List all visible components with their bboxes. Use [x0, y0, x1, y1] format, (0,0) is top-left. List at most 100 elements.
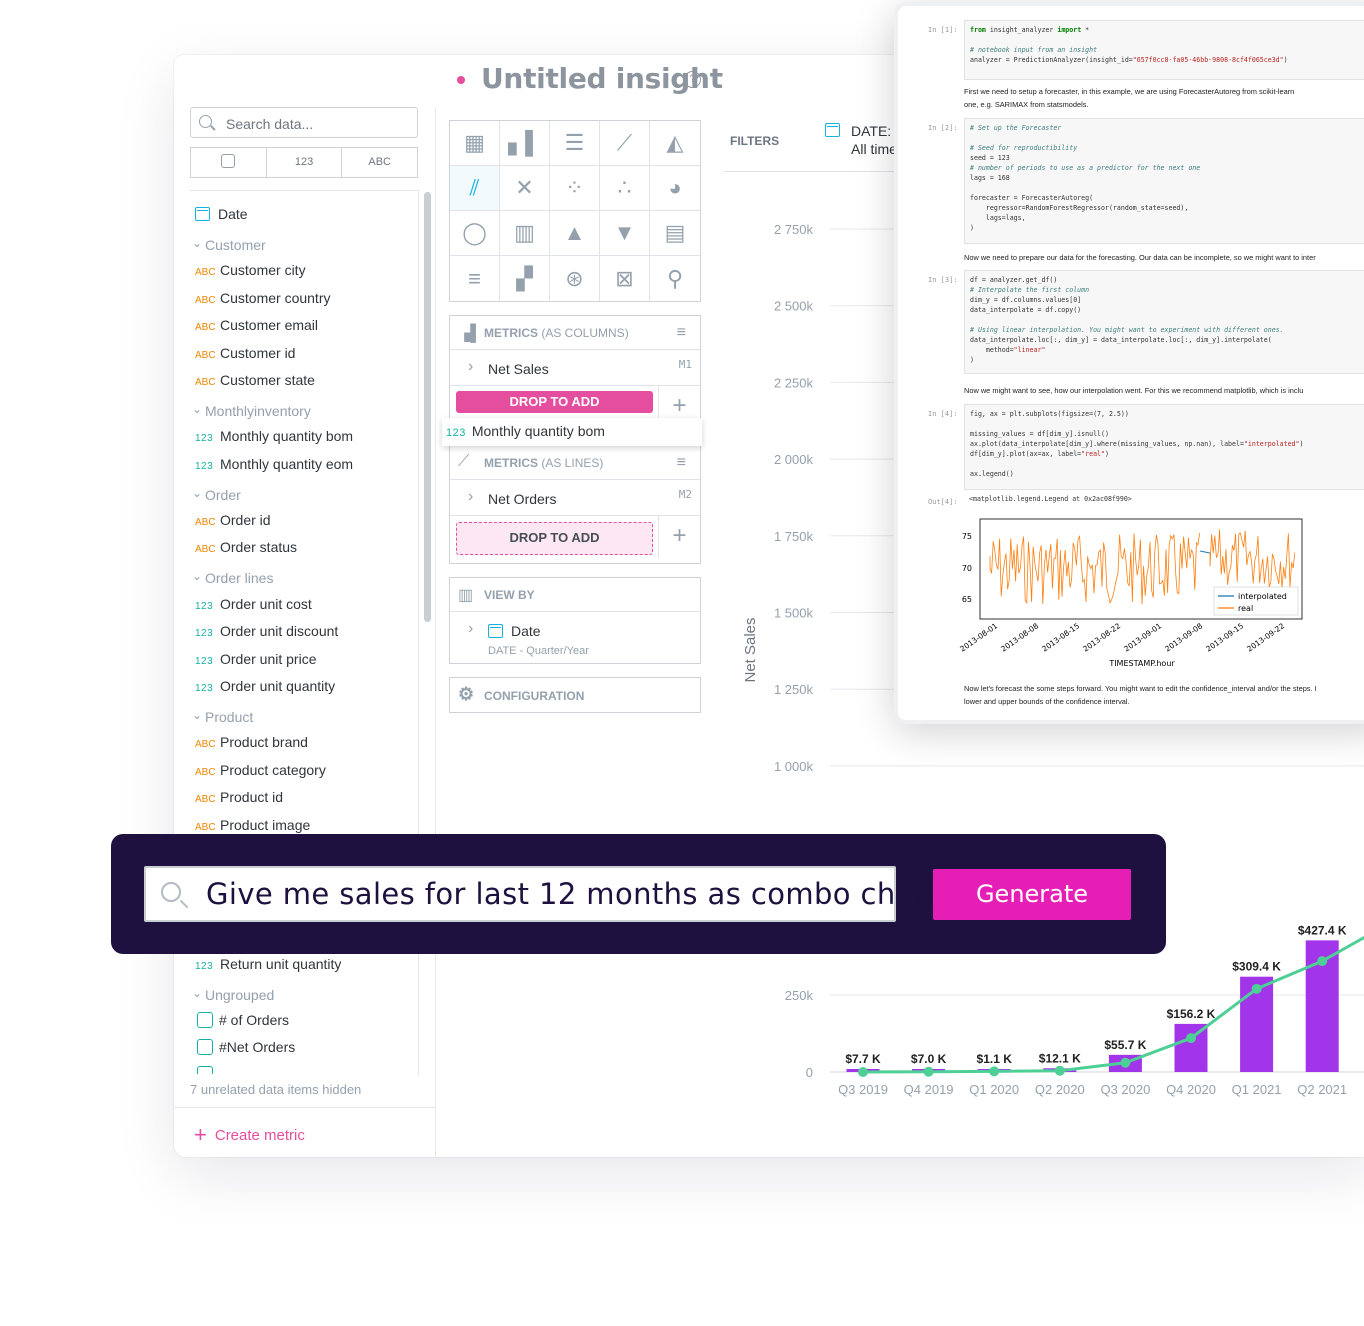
catalog-item[interactable]: ABC Order status	[195, 539, 298, 555]
column-chart-icon[interactable]: ▖▌	[500, 121, 550, 166]
funnel-chart-icon[interactable]: ▼	[600, 211, 650, 256]
catalog-group[interactable]: Customer	[192, 237, 266, 253]
catalog-item[interactable]: 123 Return unit quantity	[195, 956, 342, 972]
catalog-item[interactable]: ABC Product category	[195, 762, 326, 778]
catalog-item[interactable]: 123 Order unit quantity	[195, 678, 336, 694]
line-point	[1186, 1033, 1196, 1044]
type-filter-all[interactable]	[191, 148, 267, 177]
catalog-group[interactable]: Product	[192, 709, 253, 725]
code-cell[interactable]: fig, ax = plt.subplots(figsize=(7, 2.5))…	[964, 404, 1364, 490]
dependency-wheel-icon[interactable]: ⊛	[550, 256, 600, 301]
drop-zone[interactable]: DROP TO ADD +	[450, 386, 700, 428]
catalog-item[interactable]: ABC Customer country	[195, 290, 331, 306]
legend	[1213, 586, 1299, 616]
catalog-item[interactable]: #Net Orders	[197, 1039, 295, 1055]
catalog-group[interactable]: Order	[192, 487, 241, 503]
markdown-text: lower and upper bounds of the confidence…	[964, 697, 1130, 706]
pyramid-icon[interactable]: ▲	[550, 211, 600, 256]
catalog-item[interactable]: 123 Order unit discount	[195, 623, 339, 639]
catalog-item[interactable]: ABC Customer email	[195, 317, 319, 333]
catalog-item[interactable]: # of Orders	[197, 1012, 289, 1028]
catalog-item[interactable]: 123 Order unit price	[195, 651, 317, 667]
geo-map-icon[interactable]: ⚲	[666, 265, 684, 291]
line-point	[1251, 983, 1262, 994]
bucket-header: ▗▌ METRICS (AS COLUMNS) ≡	[450, 316, 700, 350]
y-tick: 70	[962, 564, 972, 573]
data-label: $309.4 K	[1232, 960, 1281, 974]
add-icon[interactable]: +	[658, 386, 700, 428]
bubble-chart-2-icon[interactable]: ∴	[600, 166, 650, 211]
catalog-search[interactable]: Search data...	[190, 107, 418, 138]
drop-zone[interactable]: DROP TO ADD +	[450, 516, 700, 558]
menu-icon[interactable]: ≡	[676, 454, 686, 471]
date-filter[interactable]: DATE: All time	[825, 122, 897, 158]
donut-chart-icon[interactable]: ◯	[450, 211, 500, 256]
menu-icon[interactable]: ≡	[676, 324, 686, 341]
treemap-icon[interactable]: ▥	[500, 211, 550, 256]
x-tick-label: Q4 2019	[904, 1082, 954, 1097]
notebook-panel: In [1]: from insight_analyzer import * #…	[894, 2, 1364, 724]
dragged-item[interactable]: 123 Monthly quantity bom	[442, 418, 702, 446]
insight-title[interactable]: Untitled insight	[481, 62, 723, 95]
catalog-group[interactable]: Order lines	[192, 570, 273, 586]
y-tick: 65	[962, 595, 972, 604]
area-chart-icon[interactable]: ◭	[650, 121, 700, 166]
configuration-button[interactable]: CONFIGURATION	[449, 677, 701, 713]
code-cell[interactable]: from insight_analyzer import * # noteboo…	[964, 20, 1364, 80]
catalog-group[interactable]: Ungrouped	[192, 987, 274, 1003]
sankey-icon[interactable]: ⊠	[600, 256, 650, 301]
generate-button[interactable]: Generate	[933, 869, 1131, 920]
catalog-item[interactable]: ABC Customer city	[195, 262, 306, 278]
catalog-group[interactable]: Monthlyinventory	[192, 403, 311, 419]
code-cell[interactable]: df = analyzer.get_df() # Interpolate the…	[964, 270, 1364, 374]
bucket-header: ▥ VIEW BY	[450, 578, 700, 612]
catalog-item-date[interactable]: Date	[195, 206, 248, 222]
data-label: $427.4 K	[1298, 923, 1347, 937]
pie-chart-icon[interactable]: ◕	[650, 166, 700, 211]
help-icon[interactable]: ?	[684, 71, 701, 88]
x-tick-label: Q3 2019	[838, 1082, 888, 1097]
catalog-item[interactable]: ABC Order id	[195, 512, 271, 528]
waterfall-chart-icon[interactable]: ▗▘	[500, 256, 550, 301]
filters-divider	[724, 171, 904, 172]
y-tick-label: 2 000k	[774, 452, 814, 467]
calendar-icon	[488, 624, 503, 638]
bubble-chart-icon[interactable]: ⁘	[550, 166, 600, 211]
bar-chart-icon[interactable]: ☰	[550, 121, 600, 166]
catalog-item-clipped	[197, 1066, 417, 1074]
type-filter-number[interactable]: 123	[267, 148, 343, 177]
catalog-item[interactable]: ABC Customer state	[195, 372, 315, 388]
visualization-type-picker: ▦ ▖▌ ☰ ⟋ ◭ ⫽ ✕ ⁘ ∴ ◕ ◯ ▥ ▲ ▼ ▤ ≡ ▗▘ ⊛ ⊠ …	[449, 120, 701, 302]
combo-chart-icon[interactable]: ⫽	[450, 166, 500, 211]
scatter-plot-icon[interactable]: ✕	[500, 166, 550, 211]
catalog-item[interactable]: 123 Order unit cost	[195, 596, 312, 612]
markdown-text: Now we need to prepare our data for the …	[964, 253, 1316, 262]
table-viz-icon[interactable]: ▦	[450, 121, 500, 166]
line-chart-icon: ⟋	[458, 453, 470, 470]
catalog-scrollbar[interactable]	[424, 192, 431, 622]
catalog-item[interactable]: ABC Product image	[195, 817, 311, 833]
catalog-item[interactable]: ABC Customer id	[195, 345, 296, 361]
line-point	[989, 1066, 1000, 1077]
catalog-item[interactable]: ABC Product id	[195, 789, 284, 805]
catalog-item[interactable]: 123 Monthly quantity eom	[195, 456, 354, 472]
catalog-item[interactable]: 123 Monthly quantity bom	[195, 428, 354, 444]
prompt-input[interactable]: Give me sales for last 12 months as comb…	[144, 866, 938, 922]
type-filter-text[interactable]: ABC	[368, 156, 391, 168]
pivot-table-icon[interactable]: ▤	[650, 211, 700, 256]
create-metric-button[interactable]: + Create metric	[194, 1122, 305, 1147]
x-tick-label: Q2 2021	[1297, 1082, 1347, 1097]
x-tick: 2013-09-08	[1163, 621, 1204, 654]
y-tick-label: 1 250k	[774, 682, 814, 697]
line-chart-icon[interactable]: ⟋	[600, 121, 650, 166]
catalog-item[interactable]: ABC Product brand	[195, 734, 308, 750]
bullet-chart-icon[interactable]: ≡	[450, 256, 500, 301]
code-cell[interactable]: # Set up the Forecaster # Seed for repro…	[964, 118, 1364, 244]
add-icon[interactable]: +	[658, 516, 700, 558]
left-panel-divider	[435, 108, 436, 1158]
